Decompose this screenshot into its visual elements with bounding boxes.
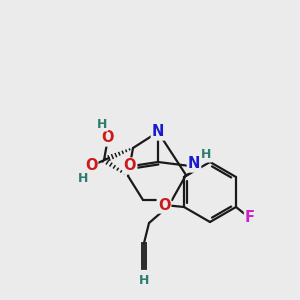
Text: O: O [158, 197, 170, 212]
Text: H: H [97, 118, 107, 130]
Text: H: H [201, 148, 211, 161]
Text: O: O [124, 158, 136, 173]
Text: F: F [245, 209, 255, 224]
Text: N: N [152, 124, 164, 140]
Text: O: O [85, 158, 97, 173]
Text: N: N [188, 157, 200, 172]
Text: O: O [102, 130, 114, 146]
Text: H: H [78, 172, 88, 184]
Text: H: H [139, 274, 149, 287]
